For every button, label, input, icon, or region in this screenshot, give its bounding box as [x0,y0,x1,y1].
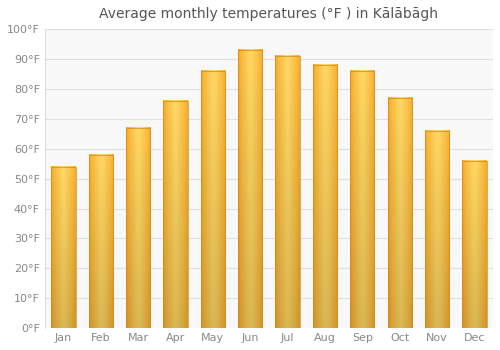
Bar [200,71,225,328]
Bar [462,161,486,328]
Title: Average monthly temperatures (°F ) in Kālābāgh: Average monthly temperatures (°F ) in Kā… [100,7,438,21]
Bar [425,131,449,328]
Bar [164,101,188,328]
Bar [388,98,412,328]
Bar [126,128,150,328]
Bar [276,56,299,328]
Bar [313,65,337,328]
Bar [51,167,76,328]
Bar [238,50,262,328]
Bar [88,155,113,328]
Bar [350,71,374,328]
